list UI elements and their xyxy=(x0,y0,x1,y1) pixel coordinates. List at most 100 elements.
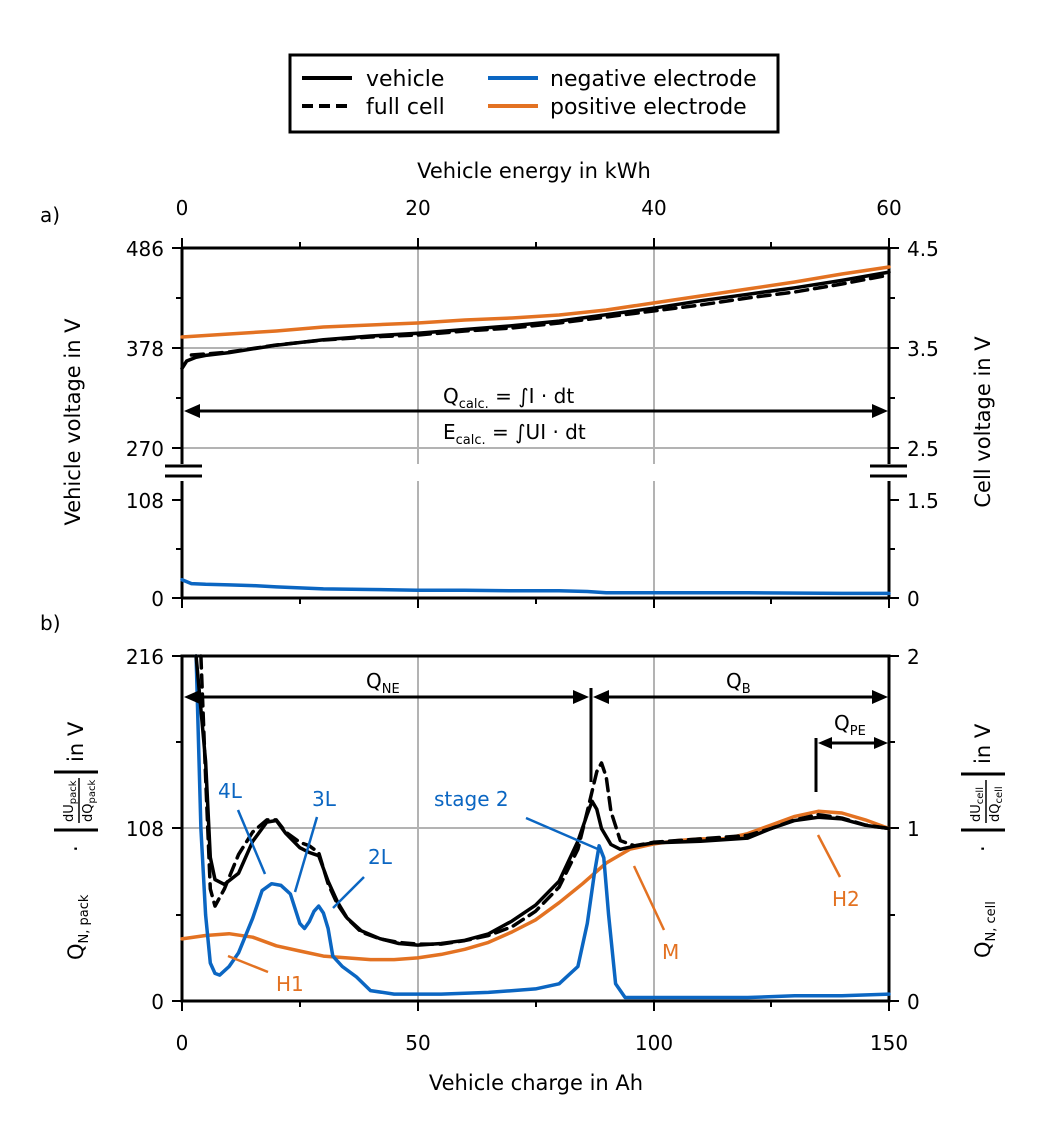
right-axis-label-b: QN, cell · dUcell dQcell in V xyxy=(961,723,1005,958)
q-arrows xyxy=(196,688,875,792)
right-frac-den: dQcell xyxy=(988,786,1005,822)
legend-box xyxy=(288,53,780,134)
panel-b-ticks xyxy=(172,655,899,1011)
right-axis-label-a: Cell voltage in V xyxy=(971,336,995,508)
qne-label: QNE xyxy=(366,669,400,697)
left-den-sub: pack xyxy=(87,780,98,804)
qne-arrowhead-right xyxy=(573,690,589,704)
right-dot: · xyxy=(971,845,995,852)
qb-label: QB xyxy=(726,669,751,697)
panel-a-series-positive-electrode xyxy=(180,265,891,339)
q-arrowheads xyxy=(184,690,888,749)
right-q-main: Q xyxy=(971,941,995,958)
left-tick-216: 216 xyxy=(126,645,164,669)
e-calc-rhs: = ∫UI · dt xyxy=(486,420,586,444)
left-tick-378: 378 xyxy=(126,337,164,361)
legend: vehicle full cell negative electrode pos… xyxy=(288,53,780,134)
qcalc-arrowhead-left xyxy=(184,404,200,418)
label-h1: H1 xyxy=(276,972,304,996)
leader-h2 xyxy=(816,834,842,878)
top-tick-40: 40 xyxy=(641,196,666,220)
right-tick-2-5: 2.5 xyxy=(907,437,939,461)
right-den-sub: cell xyxy=(994,786,1005,803)
panel-b-series-positive-electrode xyxy=(180,809,891,962)
left-unit: in V xyxy=(64,721,88,762)
qcalc-arrow xyxy=(184,404,888,418)
legend-label-positive-electrode: positive electrode xyxy=(550,95,747,120)
qpe-main: Q xyxy=(834,711,850,735)
qb-arrowhead-left xyxy=(593,690,609,704)
right-tick-0-a: 0 xyxy=(907,587,920,611)
left-axis-label-b: QN, pack · dUpack dQpack in V xyxy=(54,721,98,960)
label-m: M xyxy=(662,940,679,964)
left-tick-0-a: 0 xyxy=(151,587,164,611)
x-tick-150: 150 xyxy=(870,1031,908,1055)
left-den-main: dQ xyxy=(81,804,96,822)
right-tick-1: 1 xyxy=(907,817,920,841)
q-calc-main: Q xyxy=(443,384,459,408)
e-calc-sub: calc. xyxy=(456,433,486,448)
right-frac-num: dUcell xyxy=(969,787,986,822)
panel-b-series-full-cell xyxy=(199,654,891,946)
panel-b: b) 216 108 xyxy=(40,611,1005,1095)
legend-label-full-cell: full cell xyxy=(366,95,445,120)
e-calc-formula: Ecalc. = ∫UI · dt xyxy=(443,420,586,448)
x-tick-50: 50 xyxy=(405,1031,430,1055)
leader-m xyxy=(632,865,666,931)
qb-main: Q xyxy=(726,669,742,693)
right-tick-4-5: 4.5 xyxy=(907,237,939,261)
right-unit: in V xyxy=(971,723,995,764)
right-tick-1-5: 1.5 xyxy=(907,489,939,513)
panel-a-series xyxy=(180,265,891,596)
left-tick-108: 108 xyxy=(126,489,164,513)
top-axis-label: Vehicle energy in kWh xyxy=(417,159,651,183)
panel-a-label: a) xyxy=(40,203,60,227)
panel-b-series-vehicle xyxy=(194,654,891,947)
right-q-term: QN, cell xyxy=(971,901,999,958)
legend-label-vehicle: vehicle xyxy=(366,67,444,92)
left-tick-486: 486 xyxy=(126,237,164,261)
qcalc-arrowhead-right xyxy=(872,404,888,418)
right-tick-0-b: 0 xyxy=(907,990,920,1014)
leader-h1 xyxy=(227,954,269,974)
qne-arrowhead-left xyxy=(184,690,200,704)
leader-2l xyxy=(332,876,365,909)
q-calc-sub: calc. xyxy=(459,397,489,412)
x-axis-label: Vehicle charge in Ah xyxy=(429,1071,643,1095)
q-calc-rhs: = ∫I · dt xyxy=(489,384,575,408)
left-tick-108-b: 108 xyxy=(126,817,164,841)
label-h2: H2 xyxy=(832,887,860,911)
panel-b-series-negative-electrode xyxy=(194,654,891,1000)
qpe-sub: PE xyxy=(850,724,866,739)
label-3l: 3L xyxy=(312,787,337,811)
qb-arrowhead-right xyxy=(872,690,888,704)
left-num-main: dU xyxy=(62,804,77,822)
panel-b-label: b) xyxy=(40,611,61,635)
left-tick-270: 270 xyxy=(126,437,164,461)
leader-3l xyxy=(293,816,319,893)
left-axis-label-a: Vehicle voltage in V xyxy=(61,318,85,526)
label-stage-2: stage 2 xyxy=(434,787,509,811)
right-den-main: dQ xyxy=(988,804,1003,822)
left-frac-num: dUpack xyxy=(62,780,79,822)
legend-label-negative-electrode: negative electrode xyxy=(550,67,757,92)
e-calc-main: E xyxy=(443,420,456,444)
left-frac-den: dQpack xyxy=(81,780,98,822)
qpe-label: QPE xyxy=(834,711,866,739)
right-tick-3-5: 3.5 xyxy=(907,337,939,361)
top-tick-20: 20 xyxy=(405,196,430,220)
left-q-main: Q xyxy=(64,943,88,960)
x-tick-0: 0 xyxy=(176,1031,189,1055)
q-calc-formula: Qcalc. = ∫I · dt xyxy=(443,384,574,412)
right-tick-2: 2 xyxy=(907,645,920,669)
top-tick-60: 60 xyxy=(876,196,901,220)
panel-a: Vehicle energy in kWh 0 20 40 60 a) xyxy=(40,159,995,611)
panel-a-series-vehicle xyxy=(180,270,891,371)
qne-sub: NE xyxy=(382,682,400,697)
qne-main: Q xyxy=(366,669,382,693)
panel-a-ticks xyxy=(172,238,899,608)
leader-stage-2 xyxy=(525,816,601,852)
qpe-arrowhead-left xyxy=(818,737,832,749)
panel-b-series xyxy=(180,654,891,1000)
